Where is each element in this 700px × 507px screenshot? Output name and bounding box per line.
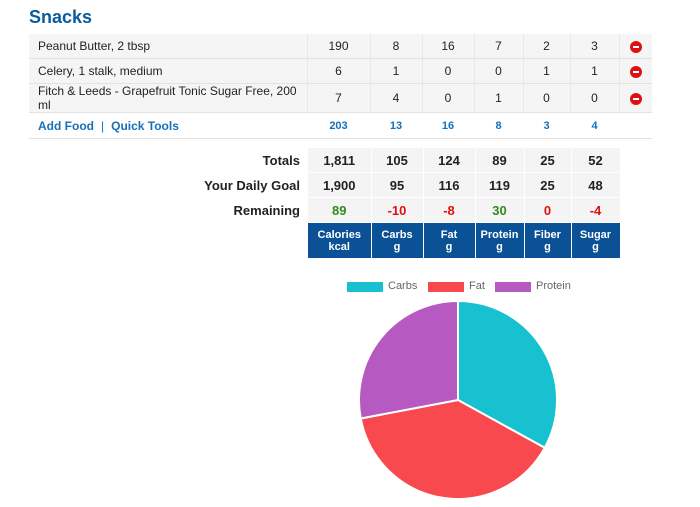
col-unit: g xyxy=(496,240,503,253)
col-header-calories: Calories kcal xyxy=(308,222,372,258)
col-header-fat: Fat g xyxy=(423,222,476,258)
sum-sugar: 4 xyxy=(570,112,619,139)
delete-cell xyxy=(619,34,652,59)
delete-cell xyxy=(619,83,652,113)
food-fiber: 2 xyxy=(523,34,571,59)
goal-sugar: 48 xyxy=(571,172,621,198)
remaining-carbs: -10 xyxy=(371,197,424,223)
chart-legend: Carbs Fat Protein xyxy=(0,280,700,294)
remaining-sugar: -4 xyxy=(571,197,621,223)
total-calories: 1,811 xyxy=(308,148,372,173)
remaining-calories: 89 xyxy=(308,197,372,223)
food-protein: 1 xyxy=(474,83,524,113)
food-sugar: 0 xyxy=(570,83,620,113)
food-row: Peanut Butter, 2 tbsp 190 8 16 7 2 3 xyxy=(29,34,652,59)
sum-fat: 16 xyxy=(422,112,474,139)
food-fat: 0 xyxy=(422,83,475,113)
goal-fat: 116 xyxy=(423,172,476,198)
remaining-label: Remaining xyxy=(29,197,308,223)
totals-label: Totals xyxy=(29,148,308,173)
food-fiber: 0 xyxy=(523,83,571,113)
goal-protein: 119 xyxy=(475,172,525,198)
col-unit: g xyxy=(592,240,599,253)
food-table: Peanut Butter, 2 tbsp 190 8 16 7 2 3 Cel… xyxy=(29,34,652,139)
col-header-fiber: Fiber g xyxy=(524,222,572,258)
remove-circle-icon[interactable] xyxy=(629,92,642,105)
total-carbs: 105 xyxy=(371,148,424,173)
food-fat: 0 xyxy=(422,58,475,84)
col-unit: g xyxy=(445,240,453,253)
pie-slice-protein[interactable] xyxy=(358,299,459,420)
legend-swatch-fat[interactable] xyxy=(428,282,464,292)
footer-links: Add Food | Quick Tools xyxy=(29,112,307,139)
goal-row: Your Daily Goal 1,900 95 116 119 25 48 xyxy=(29,172,621,198)
col-name: Carbs xyxy=(381,228,413,241)
col-name: Calories xyxy=(317,228,361,241)
food-carbs: 4 xyxy=(370,83,423,113)
legend-label-carbs: Carbs xyxy=(388,280,418,292)
link-separator: | xyxy=(100,118,105,133)
food-carbs: 8 xyxy=(370,34,423,59)
food-calories: 190 xyxy=(307,34,371,59)
goal-label: Your Daily Goal xyxy=(29,172,308,198)
food-carbs: 1 xyxy=(370,58,423,84)
food-sugar: 3 xyxy=(570,34,620,59)
add-food-link[interactable]: Add Food xyxy=(38,118,94,133)
total-protein: 89 xyxy=(475,148,525,173)
legend-label-protein: Protein xyxy=(536,280,571,292)
food-protein: 0 xyxy=(474,58,524,84)
remaining-fat: -8 xyxy=(423,197,476,223)
footer-empty xyxy=(619,112,652,139)
col-unit: g xyxy=(544,240,551,253)
food-name[interactable]: Peanut Butter, 2 tbsp xyxy=(29,34,308,59)
remaining-protein: 30 xyxy=(475,197,525,223)
pie-slice-fat[interactable] xyxy=(359,398,547,500)
col-unit: kcal xyxy=(328,240,350,253)
goal-calories: 1,900 xyxy=(308,172,372,198)
remove-circle-icon[interactable] xyxy=(629,65,642,78)
food-calories: 6 xyxy=(307,58,371,84)
totals-row: Totals 1,811 105 124 89 25 52 xyxy=(29,148,621,173)
totals-table: Totals 1,811 105 124 89 25 52 Your Daily… xyxy=(29,148,621,258)
sum-protein: 8 xyxy=(474,112,523,139)
total-fiber: 25 xyxy=(524,148,572,173)
food-calories: 7 xyxy=(307,83,371,113)
col-header-protein: Protein g xyxy=(475,222,525,258)
total-fat: 124 xyxy=(423,148,476,173)
sum-calories: 203 xyxy=(307,112,370,139)
col-name: Fiber xyxy=(534,228,561,241)
column-headers: Calories kcal Carbs g Fat g Protein g Fiber g… xyxy=(29,222,621,258)
food-row: Fitch & Leeds - Grapefruit Tonic Sugar F… xyxy=(29,83,652,113)
remaining-row: Remaining 89 -10 -8 30 0 -4 xyxy=(29,197,621,223)
remaining-fiber: 0 xyxy=(524,197,572,223)
remove-circle-icon[interactable] xyxy=(629,40,642,53)
legend-swatch-protein[interactable] xyxy=(495,282,531,292)
col-name: Fat xyxy=(440,228,458,241)
food-fat: 16 xyxy=(422,34,475,59)
food-name[interactable]: Celery, 1 stalk, medium xyxy=(29,58,308,84)
total-sugar: 52 xyxy=(571,148,621,173)
food-protein: 7 xyxy=(474,34,524,59)
quick-tools-link[interactable]: Quick Tools xyxy=(111,118,179,133)
section-title: Snacks xyxy=(29,7,93,27)
food-sugar: 1 xyxy=(570,58,620,84)
sum-fiber: 3 xyxy=(523,112,570,139)
food-row: Celery, 1 stalk, medium 6 1 0 0 1 1 xyxy=(29,58,652,84)
pie-slice-carbs[interactable] xyxy=(457,299,558,450)
food-name[interactable]: Fitch & Leeds - Grapefruit Tonic Sugar F… xyxy=(29,83,308,113)
col-header-sugar: Sugar g xyxy=(571,222,621,258)
col-header-carbs: Carbs g xyxy=(371,222,424,258)
legend-swatch-carbs[interactable] xyxy=(347,282,383,292)
col-unit: g xyxy=(393,240,401,253)
goal-carbs: 95 xyxy=(371,172,424,198)
sum-carbs: 13 xyxy=(370,112,422,139)
snacks-footer-row: Add Food | Quick Tools 203 13 16 8 3 4 xyxy=(29,112,652,139)
food-fiber: 1 xyxy=(523,58,571,84)
col-name: Protein xyxy=(480,228,519,241)
delete-cell xyxy=(619,58,652,84)
col-name: Sugar xyxy=(579,228,612,241)
goal-fiber: 25 xyxy=(524,172,572,198)
legend-label-fat: Fat xyxy=(469,280,485,292)
